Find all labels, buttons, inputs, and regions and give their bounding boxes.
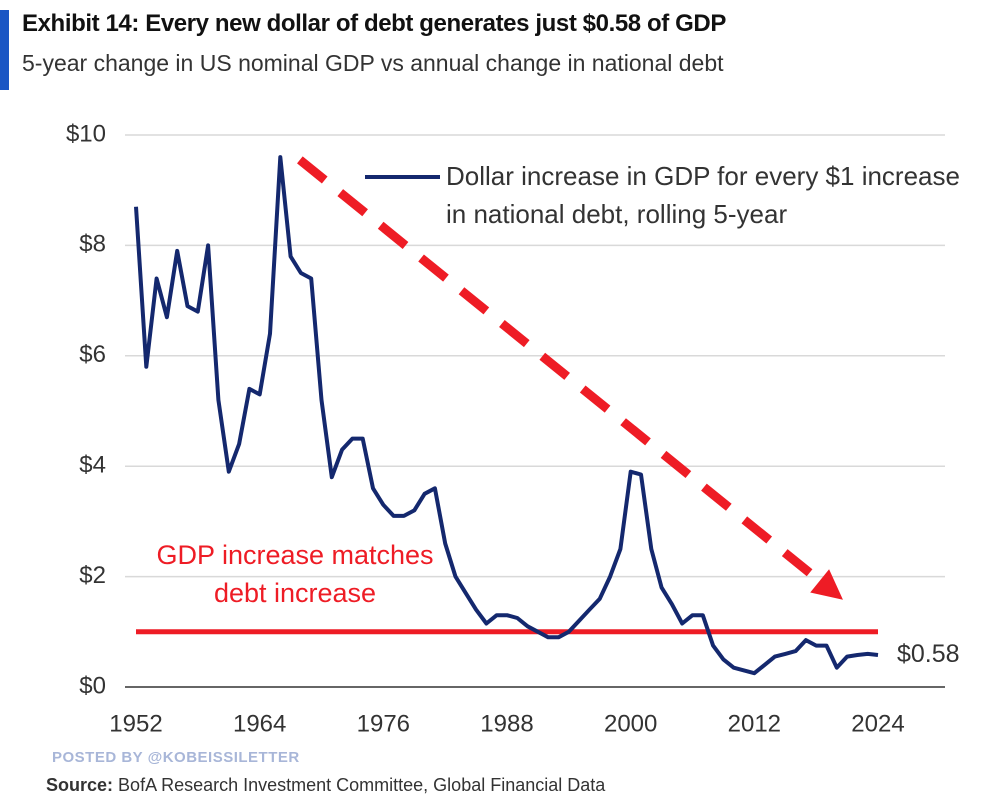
y-tick-label: $4	[79, 452, 106, 479]
x-tick-label: 2024	[851, 710, 904, 737]
x-tick-label: 1964	[233, 710, 286, 737]
x-tick-label: 1976	[357, 710, 410, 737]
chart-title: Exhibit 14: Every new dollar of debt gen…	[22, 10, 726, 37]
accent-bar	[0, 10, 9, 90]
x-tick-label: 1988	[480, 710, 533, 737]
x-tick-label: 2012	[728, 710, 781, 737]
source: Source: BofA Research Investment Committ…	[46, 775, 605, 796]
legend-label: Dollar increase in GDP for every $1 incr…	[446, 161, 960, 229]
trend-arrow	[297, 156, 823, 585]
data-line	[134, 155, 879, 676]
y-tick-label: $10	[66, 120, 106, 147]
x-tick-label: 2000	[604, 710, 657, 737]
trend-arrowhead	[810, 569, 843, 600]
watermark: POSTED BY @KOBEISSILETTER	[52, 749, 300, 766]
source-text: BofA Research Investment Committee, Glob…	[118, 775, 606, 795]
y-tick-label: $6	[79, 341, 106, 368]
source-label: Source:	[46, 775, 114, 795]
x-tick-label: 1952	[109, 710, 162, 737]
end-value-label: $0.58	[897, 640, 960, 668]
y-tick-label: $0	[79, 672, 106, 699]
chart-subtitle: 5-year change in US nominal GDP vs annua…	[22, 50, 724, 76]
y-tick-label: $8	[79, 231, 106, 258]
reference-annotation: GDP increase matches debt increase	[156, 540, 434, 608]
y-tick-label: $2	[79, 562, 106, 589]
